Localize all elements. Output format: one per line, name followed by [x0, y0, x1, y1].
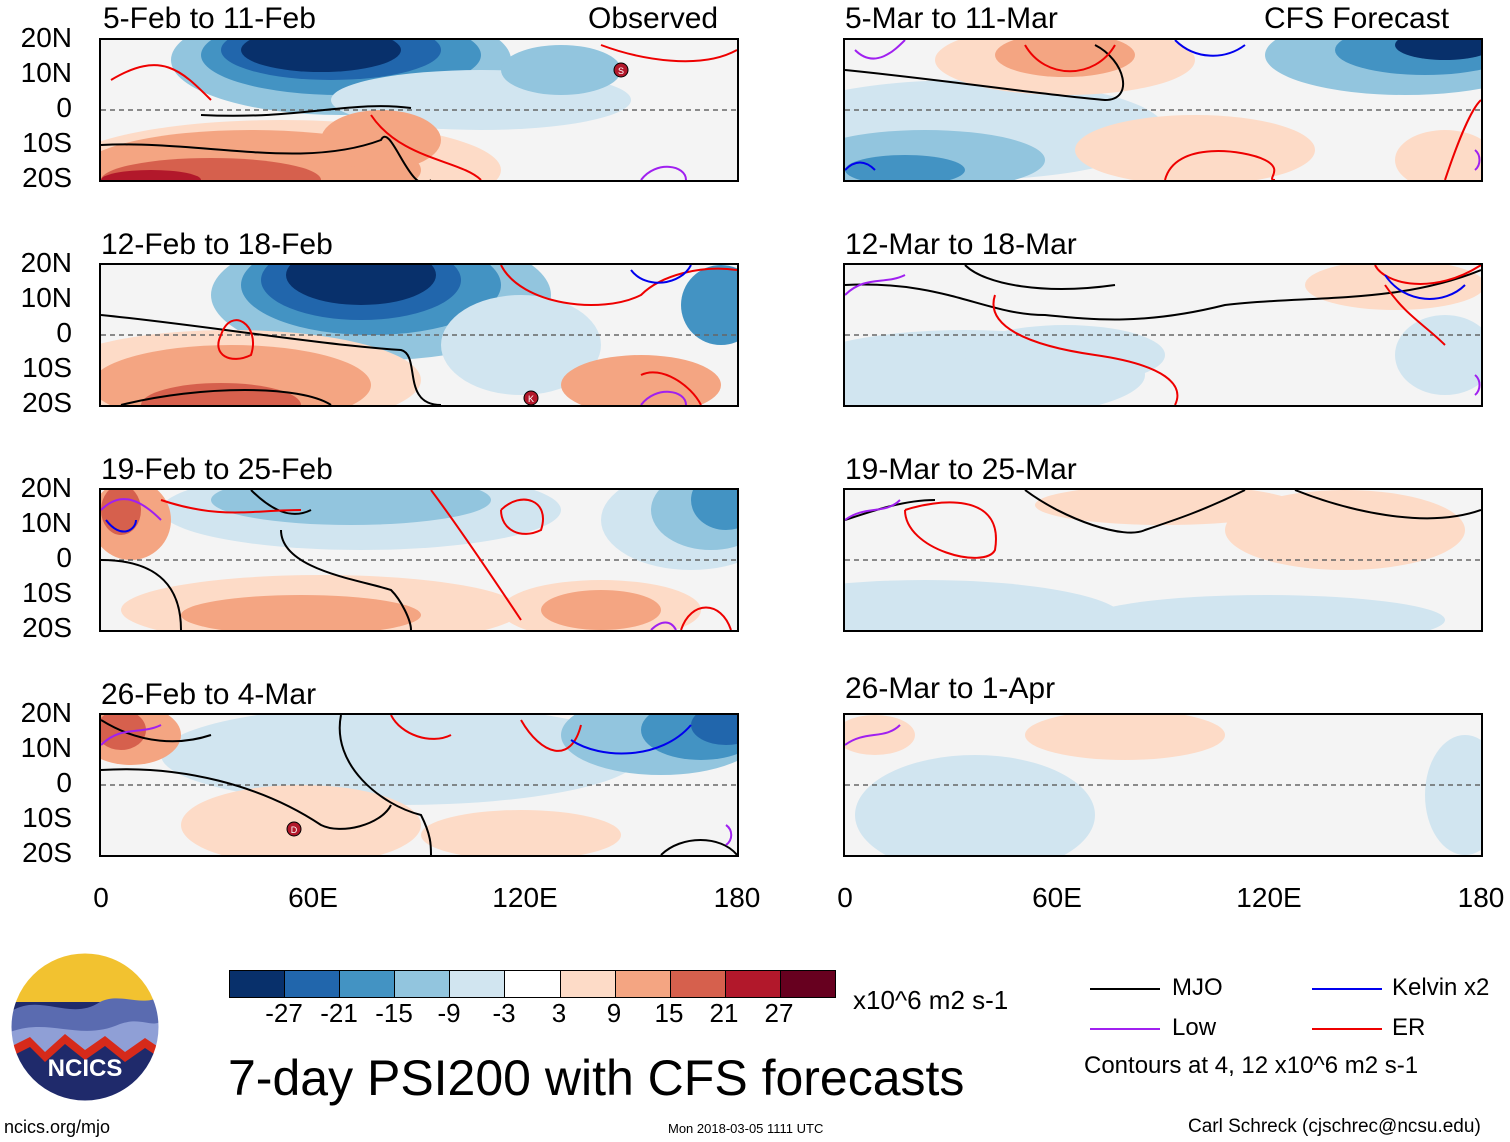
map-panel-obs-3: [99, 488, 739, 632]
lat-label-10n-row3: 10N: [20, 507, 72, 538]
colorbar-swatch-5: [504, 971, 560, 997]
lat-label-20s-row3: 20S: [22, 612, 72, 643]
lat-label-10s-row1: 10S: [22, 127, 72, 158]
lon-label-fc-1: 60E: [1032, 882, 1082, 913]
colorbar-swatch-10: [779, 971, 836, 997]
lat-label-20s-row1: 20S: [22, 162, 72, 193]
colorbar-swatch-8: [669, 971, 725, 997]
lat-label-10s-row2: 10S: [22, 352, 72, 383]
colorbar-swatch-1: [284, 971, 340, 997]
cyclone-marker-k: K: [528, 394, 534, 404]
logo-text: NCICS: [48, 1055, 123, 1082]
cyclone-marker-s: S: [618, 66, 624, 76]
panel-title-obs-4: 26-Feb to 4-Mar: [101, 678, 317, 711]
lon-label-fc-2: 120E: [1236, 882, 1302, 913]
map-panel-fc-4: [843, 713, 1483, 857]
colorbar-label-0: -27: [265, 998, 303, 1028]
colorbar-swatch-3: [394, 971, 450, 997]
panel-title-obs-1: 5-Feb to 11-Feb: [103, 2, 316, 35]
colorbar-label-7: 15: [654, 998, 684, 1028]
map-panel-fc-1: [843, 38, 1483, 182]
panel-title-obs-3: 19-Feb to 25-Feb: [101, 453, 333, 486]
colorbar-label-2: -15: [375, 998, 413, 1028]
map-panel-fc-2: [843, 263, 1483, 407]
legend-line-mjo: [1090, 988, 1160, 990]
lat-label-eq-row2: 0: [56, 317, 72, 348]
figure-title: 7-day PSI200 with CFS forecasts: [228, 1050, 965, 1106]
lon-label-obs-3: 180: [713, 882, 761, 913]
lat-label-20s-row2: 20S: [22, 387, 72, 418]
lat-label-10n-row2: 10N: [20, 282, 72, 313]
lat-label-20n-row3: 20N: [20, 472, 72, 503]
lat-label-eq-row1: 0: [56, 92, 72, 123]
panel-title-fc-1: 5-Mar to 11-Mar: [845, 2, 1058, 35]
panel-title-fc-4: 26-Mar to 1-Apr: [845, 672, 1056, 705]
lon-label-obs-0: 0: [93, 882, 109, 913]
colorbar-label-4: -3: [492, 998, 516, 1028]
legend-label-low: Low: [1172, 1014, 1217, 1041]
legend-line-er: [1312, 1028, 1382, 1030]
lat-label-10s-row4: 10S: [22, 802, 72, 833]
lat-label-eq-row3: 0: [56, 542, 72, 573]
lat-label-10n-row4: 10N: [20, 732, 72, 763]
contours-note: Contours at 4, 12 x10^6 m2 s-1: [1084, 1052, 1419, 1079]
colorbar-label-1: -21: [320, 998, 358, 1028]
footer-url: ncics.org/mjo: [4, 1117, 111, 1137]
lat-label-10s-row3: 10S: [22, 577, 72, 608]
legend-label-er: ER: [1392, 1014, 1426, 1041]
colorbar-label-5: 3: [551, 998, 567, 1028]
map-panel-obs-4: D: [99, 713, 739, 857]
lat-label-20n-row4: 20N: [20, 697, 72, 728]
lat-label-10n-row1: 10N: [20, 57, 72, 88]
map-panel-obs-1: S: [99, 38, 739, 182]
footer-timestamp: Mon 2018-03-05 1111 UTC: [668, 1121, 824, 1136]
legend-label-mjo: MJO: [1172, 974, 1223, 1001]
legend-line-low: [1090, 1028, 1160, 1030]
lat-label-eq-row4: 0: [56, 767, 72, 798]
cyclone-marker-d: D: [291, 825, 298, 835]
colorbar: [229, 970, 836, 998]
panel-title-fc-2: 12-Mar to 18-Mar: [845, 228, 1077, 261]
lon-label-fc-0: 0: [837, 882, 853, 913]
colorbar-swatch-4: [449, 971, 505, 997]
lat-label-20n-row1: 20N: [20, 22, 72, 53]
observed-label: Observed: [588, 2, 719, 35]
colorbar-units: x10^6 m2 s-1: [853, 985, 1009, 1015]
lat-label-20s-row4: 20S: [22, 837, 72, 868]
lon-label-fc-3: 180: [1457, 882, 1505, 913]
map-panel-fc-3: [843, 488, 1483, 632]
colorbar-swatch-6: [559, 971, 615, 997]
lon-label-obs-2: 120E: [492, 882, 558, 913]
colorbar-swatch-0: [230, 971, 285, 997]
colorbar-swatch-9: [724, 971, 780, 997]
panel-title-fc-3: 19-Mar to 25-Mar: [845, 453, 1077, 486]
footer-author: Carl Schreck (cjschrec@ncsu.edu): [1188, 1116, 1481, 1137]
forecast-label: CFS Forecast: [1264, 2, 1450, 35]
colorbar-label-8: 21: [709, 998, 739, 1028]
colorbar-swatch-2: [339, 971, 395, 997]
map-panel-obs-2: K: [99, 263, 739, 407]
ncics-logo: NCICS: [10, 952, 160, 1102]
lon-label-obs-1: 60E: [288, 882, 338, 913]
colorbar-label-3: -9: [437, 998, 461, 1028]
legend-line-kelvin: [1312, 988, 1382, 990]
legend-label-kelvin: Kelvin x2: [1392, 974, 1490, 1001]
colorbar-label-9: 27: [764, 998, 794, 1028]
colorbar-swatch-7: [614, 971, 670, 997]
panel-title-obs-2: 12-Feb to 18-Feb: [101, 228, 333, 261]
lat-label-20n-row2: 20N: [20, 247, 72, 278]
colorbar-label-6: 9: [606, 998, 622, 1028]
